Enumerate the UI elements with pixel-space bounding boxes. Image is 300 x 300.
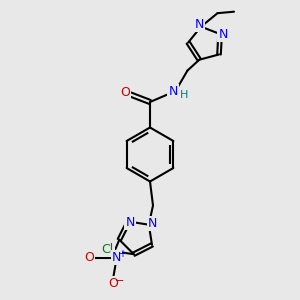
Text: N: N <box>218 28 228 40</box>
Text: Cl: Cl <box>101 243 113 256</box>
Text: N: N <box>125 217 135 230</box>
Text: −: − <box>115 276 124 286</box>
Text: O: O <box>108 277 118 290</box>
Text: N: N <box>148 217 157 230</box>
Text: N: N <box>195 18 204 31</box>
Text: N: N <box>168 85 178 98</box>
Text: O: O <box>84 251 94 264</box>
Text: H: H <box>179 89 188 100</box>
Text: N: N <box>112 251 121 264</box>
Text: +: + <box>118 249 126 259</box>
Text: O: O <box>120 86 130 99</box>
